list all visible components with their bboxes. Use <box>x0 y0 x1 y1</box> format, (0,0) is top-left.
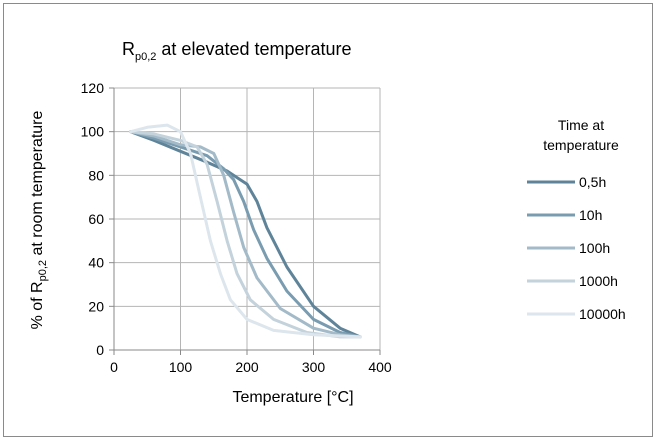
y-tick-label-100: 100 <box>81 124 105 140</box>
tick-labels: 0 20 40 60 80 100 120 0 100 200 300 400 <box>81 80 392 375</box>
y-tick-label-80: 80 <box>88 167 104 183</box>
legend-title-line-2: temperature <box>543 137 619 153</box>
legend-label-10000h: 10000h <box>579 306 626 322</box>
y-tick-label-20: 20 <box>88 298 104 314</box>
y-tick-label-120: 120 <box>81 80 105 96</box>
x-tick-label-200: 200 <box>235 359 259 375</box>
chart-title: Rp0,2 at elevated temperature <box>122 39 352 63</box>
grid <box>114 87 381 350</box>
axes <box>109 87 381 355</box>
legend-label-1000h: 1000h <box>579 273 618 289</box>
series-line-10000h <box>129 123 362 339</box>
legend-label-0-5h: 0,5h <box>579 174 606 190</box>
x-tick-label-300: 300 <box>302 359 326 375</box>
y-tick-label-0: 0 <box>96 342 104 358</box>
legend: Time at temperature 0,5h 10h 100h 1000h 1000… <box>527 117 626 322</box>
x-axis-title: Temperature [°C] <box>232 389 353 406</box>
y-tick-label-40: 40 <box>88 255 104 271</box>
series-line-10h <box>129 130 362 339</box>
legend-label-100h: 100h <box>579 240 610 256</box>
y-tick-label-60: 60 <box>88 211 104 227</box>
x-tick-label-0: 0 <box>110 359 118 375</box>
series-line-100h <box>129 130 362 339</box>
series-layer <box>129 123 362 339</box>
legend-label-10h: 10h <box>579 207 602 223</box>
x-tick-label-400: 400 <box>368 359 392 375</box>
x-tick-label-100: 100 <box>169 359 193 375</box>
y-axis-title: % of Rp0,2 at room temperature <box>29 110 49 329</box>
series-line-0-5h <box>129 130 362 339</box>
legend-title-line-1: Time at <box>558 117 604 133</box>
chart-frame <box>3 3 653 437</box>
